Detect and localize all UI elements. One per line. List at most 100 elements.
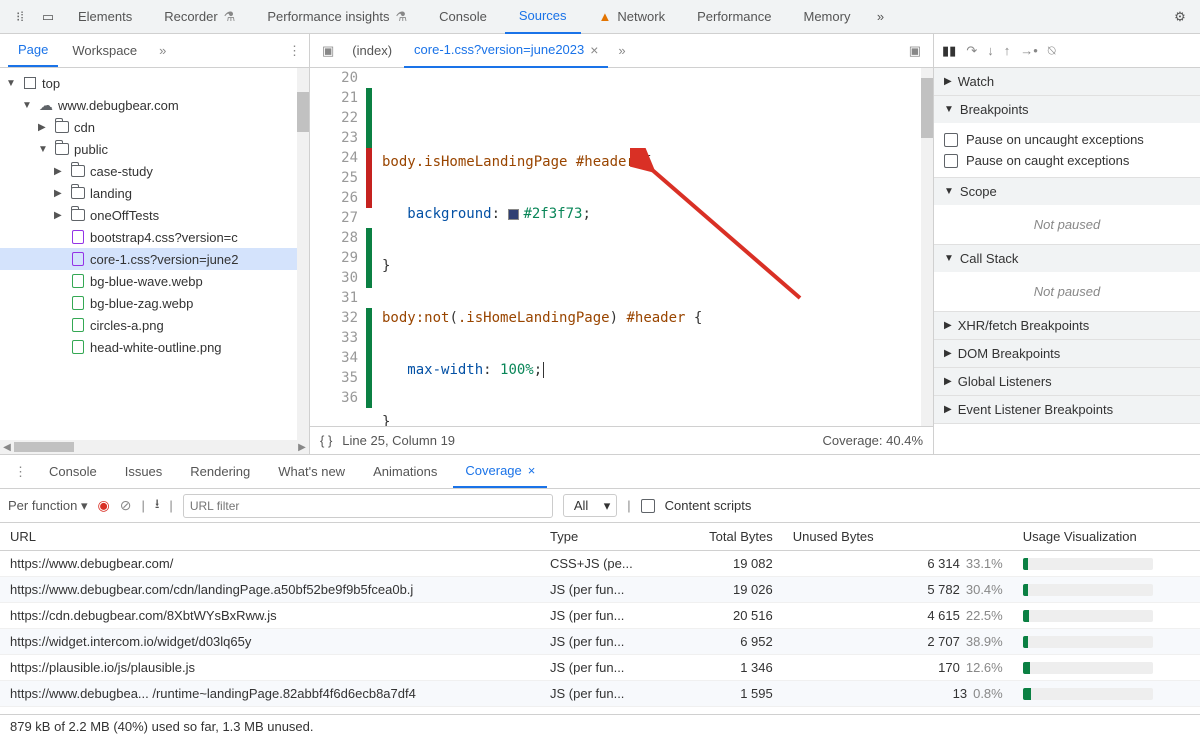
nav-tab-workspace[interactable]: Workspace <box>62 35 147 66</box>
color-swatch-icon <box>508 209 519 220</box>
pretty-print-icon[interactable]: { } <box>320 433 332 448</box>
drawer-tab-issues[interactable]: Issues <box>113 456 175 487</box>
drawer-menu-icon[interactable]: ⋮ <box>8 464 33 480</box>
usage-viz-bar <box>1023 584 1153 596</box>
xhr-bp-header[interactable]: ▶XHR/fetch Breakpoints <box>934 312 1200 339</box>
usage-viz-bar <box>1023 636 1153 648</box>
tab-recorder[interactable]: Recorder⚗ <box>150 0 249 34</box>
more-nav-icon[interactable]: » <box>151 43 174 58</box>
close-icon[interactable]: × <box>590 42 598 58</box>
usage-viz-bar <box>1023 662 1153 674</box>
nav-menu-icon[interactable]: ⋮ <box>288 43 301 59</box>
coverage-row[interactable]: https://www.debugbear.com/cdn/landingPag… <box>0 577 1200 603</box>
tree-file-head[interactable]: head-white-outline.png <box>0 336 309 358</box>
tab-elements[interactable]: Elements <box>64 0 146 34</box>
col-total[interactable]: Total Bytes <box>643 523 783 551</box>
device-icon[interactable]: ▭ <box>36 5 60 29</box>
callstack-not-paused: Not paused <box>944 278 1190 305</box>
tab-sources[interactable]: Sources <box>505 0 581 34</box>
col-viz[interactable]: Usage Visualization <box>1013 523 1200 551</box>
tree-file-core[interactable]: core-1.css?version=june2 <box>0 248 309 270</box>
pause-uncaught-checkbox[interactable]: Pause on uncaught exceptions <box>944 129 1190 150</box>
code-content[interactable]: body.isHomeLandingPage #header { backgro… <box>372 68 933 426</box>
coverage-row[interactable]: https://widget.intercom.io/widget/d03lq6… <box>0 629 1200 655</box>
url-filter-input[interactable] <box>183 494 553 518</box>
more-editor-tabs-icon[interactable]: » <box>610 43 633 58</box>
drawer-tab-whatsnew[interactable]: What's new <box>266 456 357 487</box>
close-icon[interactable]: × <box>528 463 536 478</box>
tab-performance[interactable]: Performance <box>683 0 785 34</box>
step-out-icon[interactable]: ↑ <box>1004 43 1011 58</box>
coverage-row[interactable]: https://cdn.debugbear.com/8XbtWYsBxRww.j… <box>0 603 1200 629</box>
usage-viz-bar <box>1023 558 1153 570</box>
editor-tab-core[interactable]: core-1.css?version=june2023× <box>404 34 608 68</box>
tab-memory[interactable]: Memory <box>790 0 865 34</box>
scope-not-paused: Not paused <box>944 211 1190 238</box>
dom-bp-header[interactable]: ▶DOM Breakpoints <box>934 340 1200 367</box>
tree-file-wave[interactable]: bg-blue-wave.webp <box>0 270 309 292</box>
tree-public[interactable]: ▼public <box>0 138 309 160</box>
tab-console[interactable]: Console <box>425 0 501 34</box>
step-over-icon[interactable]: ↷ <box>966 43 977 59</box>
event-bp-header[interactable]: ▶Event Listener Breakpoints <box>934 396 1200 423</box>
scope-header[interactable]: ▼Scope <box>934 178 1200 205</box>
tree-scrollbar[interactable] <box>297 68 309 440</box>
nav-tab-page[interactable]: Page <box>8 34 58 67</box>
tree-top[interactable]: ▼top <box>0 72 309 94</box>
inspect-icon[interactable]: ⁝⁞ <box>8 5 32 29</box>
tree-file-zag[interactable]: bg-blue-zag.webp <box>0 292 309 314</box>
toggle-nav-icon[interactable]: ▣ <box>316 43 340 59</box>
toggle-debug-icon[interactable]: ▣ <box>903 43 927 59</box>
drawer-tab-animations[interactable]: Animations <box>361 456 449 487</box>
col-type[interactable]: Type <box>540 523 643 551</box>
tree-case-study[interactable]: ▶case-study <box>0 160 309 182</box>
global-listeners-header[interactable]: ▶Global Listeners <box>934 368 1200 395</box>
editor-tab-index[interactable]: (index) <box>342 35 402 66</box>
line-gutter: 2021222324252627282930313233343536 <box>310 68 366 426</box>
record-icon[interactable]: ◉ <box>98 497 110 514</box>
folder-icon <box>71 209 85 221</box>
coverage-row[interactable]: https://www.debugbear.com/CSS+JS (pe...1… <box>0 551 1200 577</box>
folder-icon <box>55 121 69 133</box>
tab-perf-insights[interactable]: Performance insights⚗ <box>253 0 421 34</box>
tree-cdn[interactable]: ▶cdn <box>0 116 309 138</box>
drawer-tab-console[interactable]: Console <box>37 456 109 487</box>
usage-viz-bar <box>1023 610 1153 622</box>
more-tabs-icon[interactable]: » <box>868 5 892 29</box>
tree-file-bootstrap[interactable]: bootstrap4.css?version=c <box>0 226 309 248</box>
tree-landing[interactable]: ▶landing <box>0 182 309 204</box>
editor-scrollbar[interactable] <box>921 68 933 426</box>
debugger-panel: ▮▮ ↷ ↓ ↑ →• ⍉ ▶Watch ▼Breakpoints Pause … <box>934 34 1200 454</box>
settings-gear-icon[interactable]: ⚙ <box>1168 5 1192 29</box>
tab-network[interactable]: ▲Network <box>585 0 680 34</box>
type-filter-select[interactable]: All▾ <box>563 494 617 517</box>
tree-file-circles[interactable]: circles-a.png <box>0 314 309 336</box>
coverage-table: URL Type Total Bytes Unused Bytes Usage … <box>0 523 1200 707</box>
coverage-mode-select[interactable]: Per function ▾ <box>8 498 88 514</box>
main-toolbar: ⁝⁞ ▭ Elements Recorder⚗ Performance insi… <box>0 0 1200 34</box>
editor-status-bar: { } Line 25, Column 19 Coverage: 40.4% <box>310 426 933 454</box>
deactivate-bp-icon[interactable]: ⍉ <box>1048 43 1056 59</box>
tree-domain[interactable]: ▼☁www.debugbear.com <box>0 94 309 116</box>
export-icon[interactable]: ⭳ <box>155 495 160 517</box>
usage-viz-bar <box>1023 688 1153 700</box>
col-unused[interactable]: Unused Bytes <box>783 523 1013 551</box>
drawer-tab-rendering[interactable]: Rendering <box>178 456 262 487</box>
drawer-panel: ⋮ Console Issues Rendering What's new An… <box>0 454 1200 738</box>
css-file-icon <box>72 252 84 266</box>
content-scripts-checkbox[interactable] <box>641 499 655 513</box>
coverage-row[interactable]: https://plausible.io/js/plausible.jsJS (… <box>0 655 1200 681</box>
clear-icon[interactable]: ⊘ <box>120 497 132 514</box>
breakpoints-header[interactable]: ▼Breakpoints <box>934 96 1200 123</box>
step-icon[interactable]: →• <box>1020 43 1038 58</box>
tree-oneoff[interactable]: ▶oneOffTests <box>0 204 309 226</box>
drawer-tab-coverage[interactable]: Coverage× <box>453 455 547 488</box>
pause-icon[interactable]: ▮▮ <box>942 43 956 59</box>
tree-hscroll[interactable]: ◀▶ <box>0 440 309 454</box>
col-url[interactable]: URL <box>0 523 540 551</box>
watch-header[interactable]: ▶Watch <box>934 68 1200 95</box>
callstack-header[interactable]: ▼Call Stack <box>934 245 1200 272</box>
pause-caught-checkbox[interactable]: Pause on caught exceptions <box>944 150 1190 171</box>
coverage-row[interactable]: https://www.debugbea... /runtime~landing… <box>0 681 1200 707</box>
step-into-icon[interactable]: ↓ <box>987 43 994 58</box>
